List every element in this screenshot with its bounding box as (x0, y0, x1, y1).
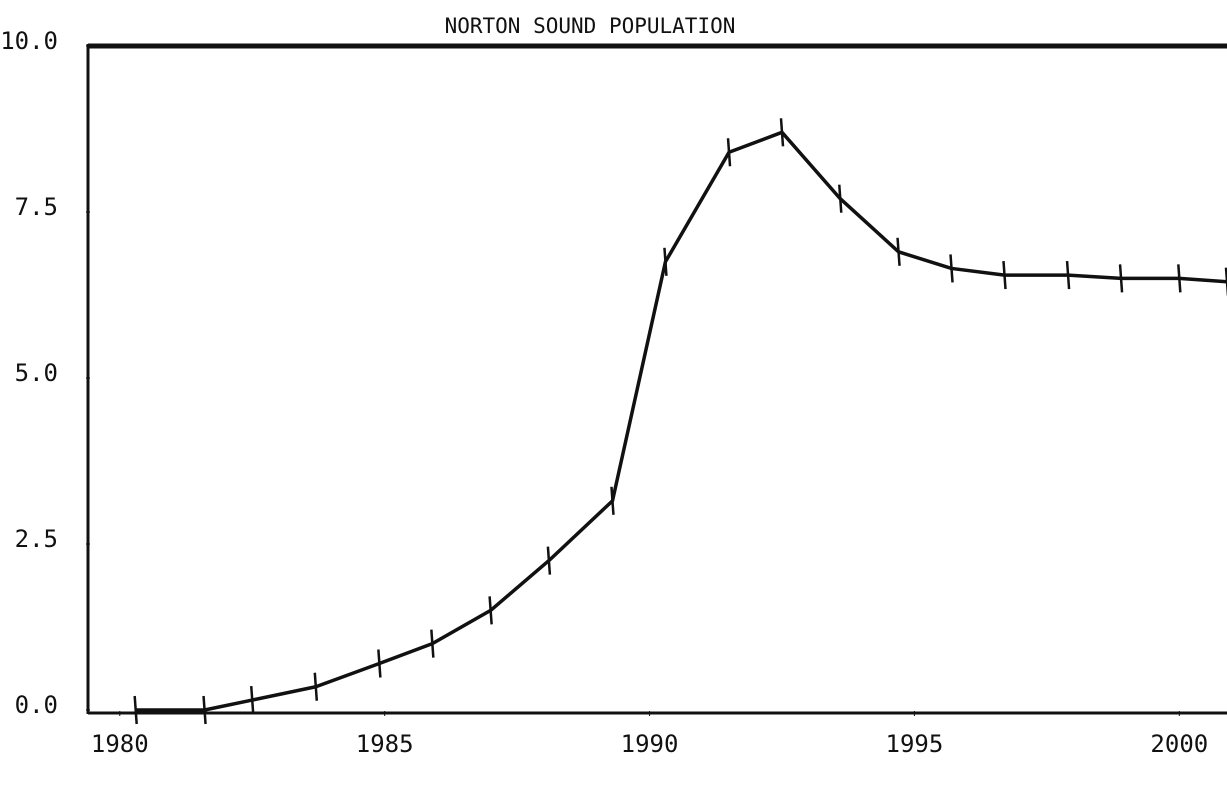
point-marker (896, 237, 901, 266)
x-tick-label: 2000 (1150, 730, 1208, 758)
point-marker (1177, 264, 1182, 293)
y-tick-label: 5.0 (15, 359, 58, 387)
point-marker (610, 486, 615, 515)
point-marker (779, 118, 785, 147)
point-marker (488, 596, 493, 625)
point-marker (838, 184, 843, 213)
y-tick-label: 7.5 (15, 193, 58, 221)
point-marker (949, 254, 954, 283)
point-marker (1002, 260, 1007, 290)
point-marker (1224, 267, 1227, 296)
point-marker (133, 695, 138, 725)
point-marker (430, 629, 435, 658)
x-tick-label: 1980 (91, 730, 149, 758)
x-tick-label: 1990 (621, 730, 679, 758)
point-marker (663, 247, 668, 276)
point-marker (1118, 264, 1124, 293)
x-tick-label: 1985 (356, 730, 414, 758)
point-marker (313, 672, 319, 701)
data-line (135, 130, 1227, 712)
y-tick-label: 10.0 (0, 27, 58, 55)
x-tick-label: 1995 (886, 730, 944, 758)
point-marker (726, 138, 732, 167)
chart-title: NORTON SOUND POPULATION (445, 14, 736, 38)
point-marker (546, 546, 552, 575)
y-tick-label: 0.0 (15, 691, 58, 719)
y-tick-label: 2.5 (15, 525, 58, 553)
point-marker (377, 649, 382, 678)
point-marker (249, 685, 255, 715)
point-marker (202, 695, 207, 725)
point-marker (1065, 260, 1071, 290)
